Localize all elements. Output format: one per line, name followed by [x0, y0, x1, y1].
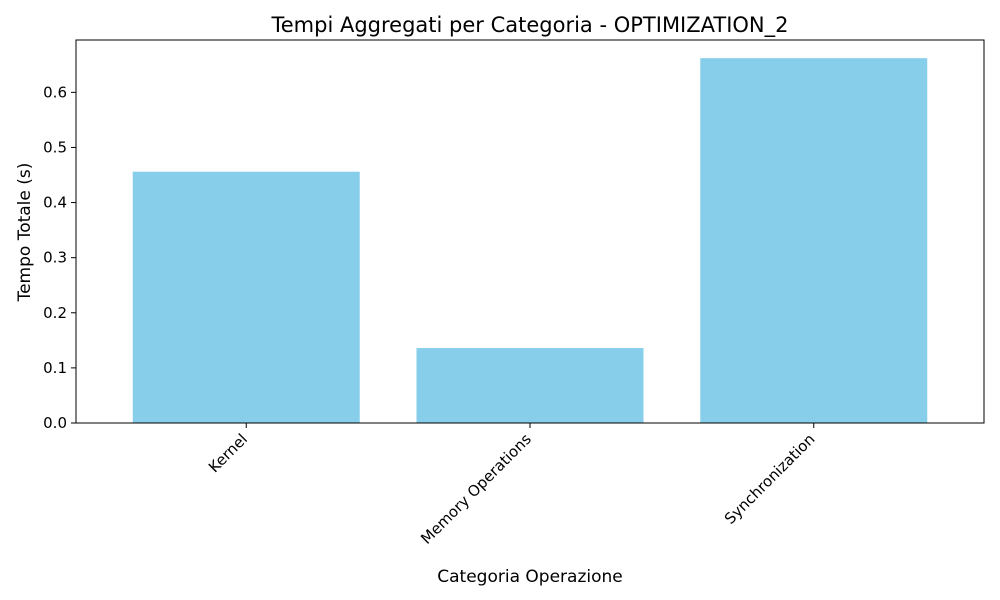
y-tick-label: 0.2	[43, 304, 67, 322]
plot-frame	[75, 39, 985, 424]
bar-kernel	[132, 171, 360, 423]
x-axis-label: Categoria Operazione	[437, 567, 622, 587]
y-tick-label: 0.3	[43, 249, 67, 267]
y-tick-label: 0.0	[43, 414, 67, 432]
bar-memory-operations	[416, 348, 644, 423]
y-tick-label: 0.6	[43, 83, 67, 101]
y-tick-label: 0.4	[43, 194, 67, 212]
chart-title: Tempi Aggregati per Categoria - OPTIMIZA…	[271, 13, 789, 38]
plot-area	[132, 58, 928, 424]
x-axis: Kernel Memory Operations Synchronization	[205, 423, 819, 548]
y-tick-label: 0.5	[43, 138, 67, 156]
x-tick-label: Synchronization	[721, 430, 819, 528]
bar-synchronization	[700, 58, 928, 424]
x-tick-label: Kernel	[205, 430, 251, 476]
y-tick-label: 0.1	[43, 359, 67, 377]
y-axis-label: Tempo Totale (s)	[15, 163, 35, 303]
x-tick-label: Memory Operations	[417, 430, 535, 548]
y-axis: 0.0 0.1 0.2 0.3 0.4 0.5 0.6	[43, 83, 76, 432]
